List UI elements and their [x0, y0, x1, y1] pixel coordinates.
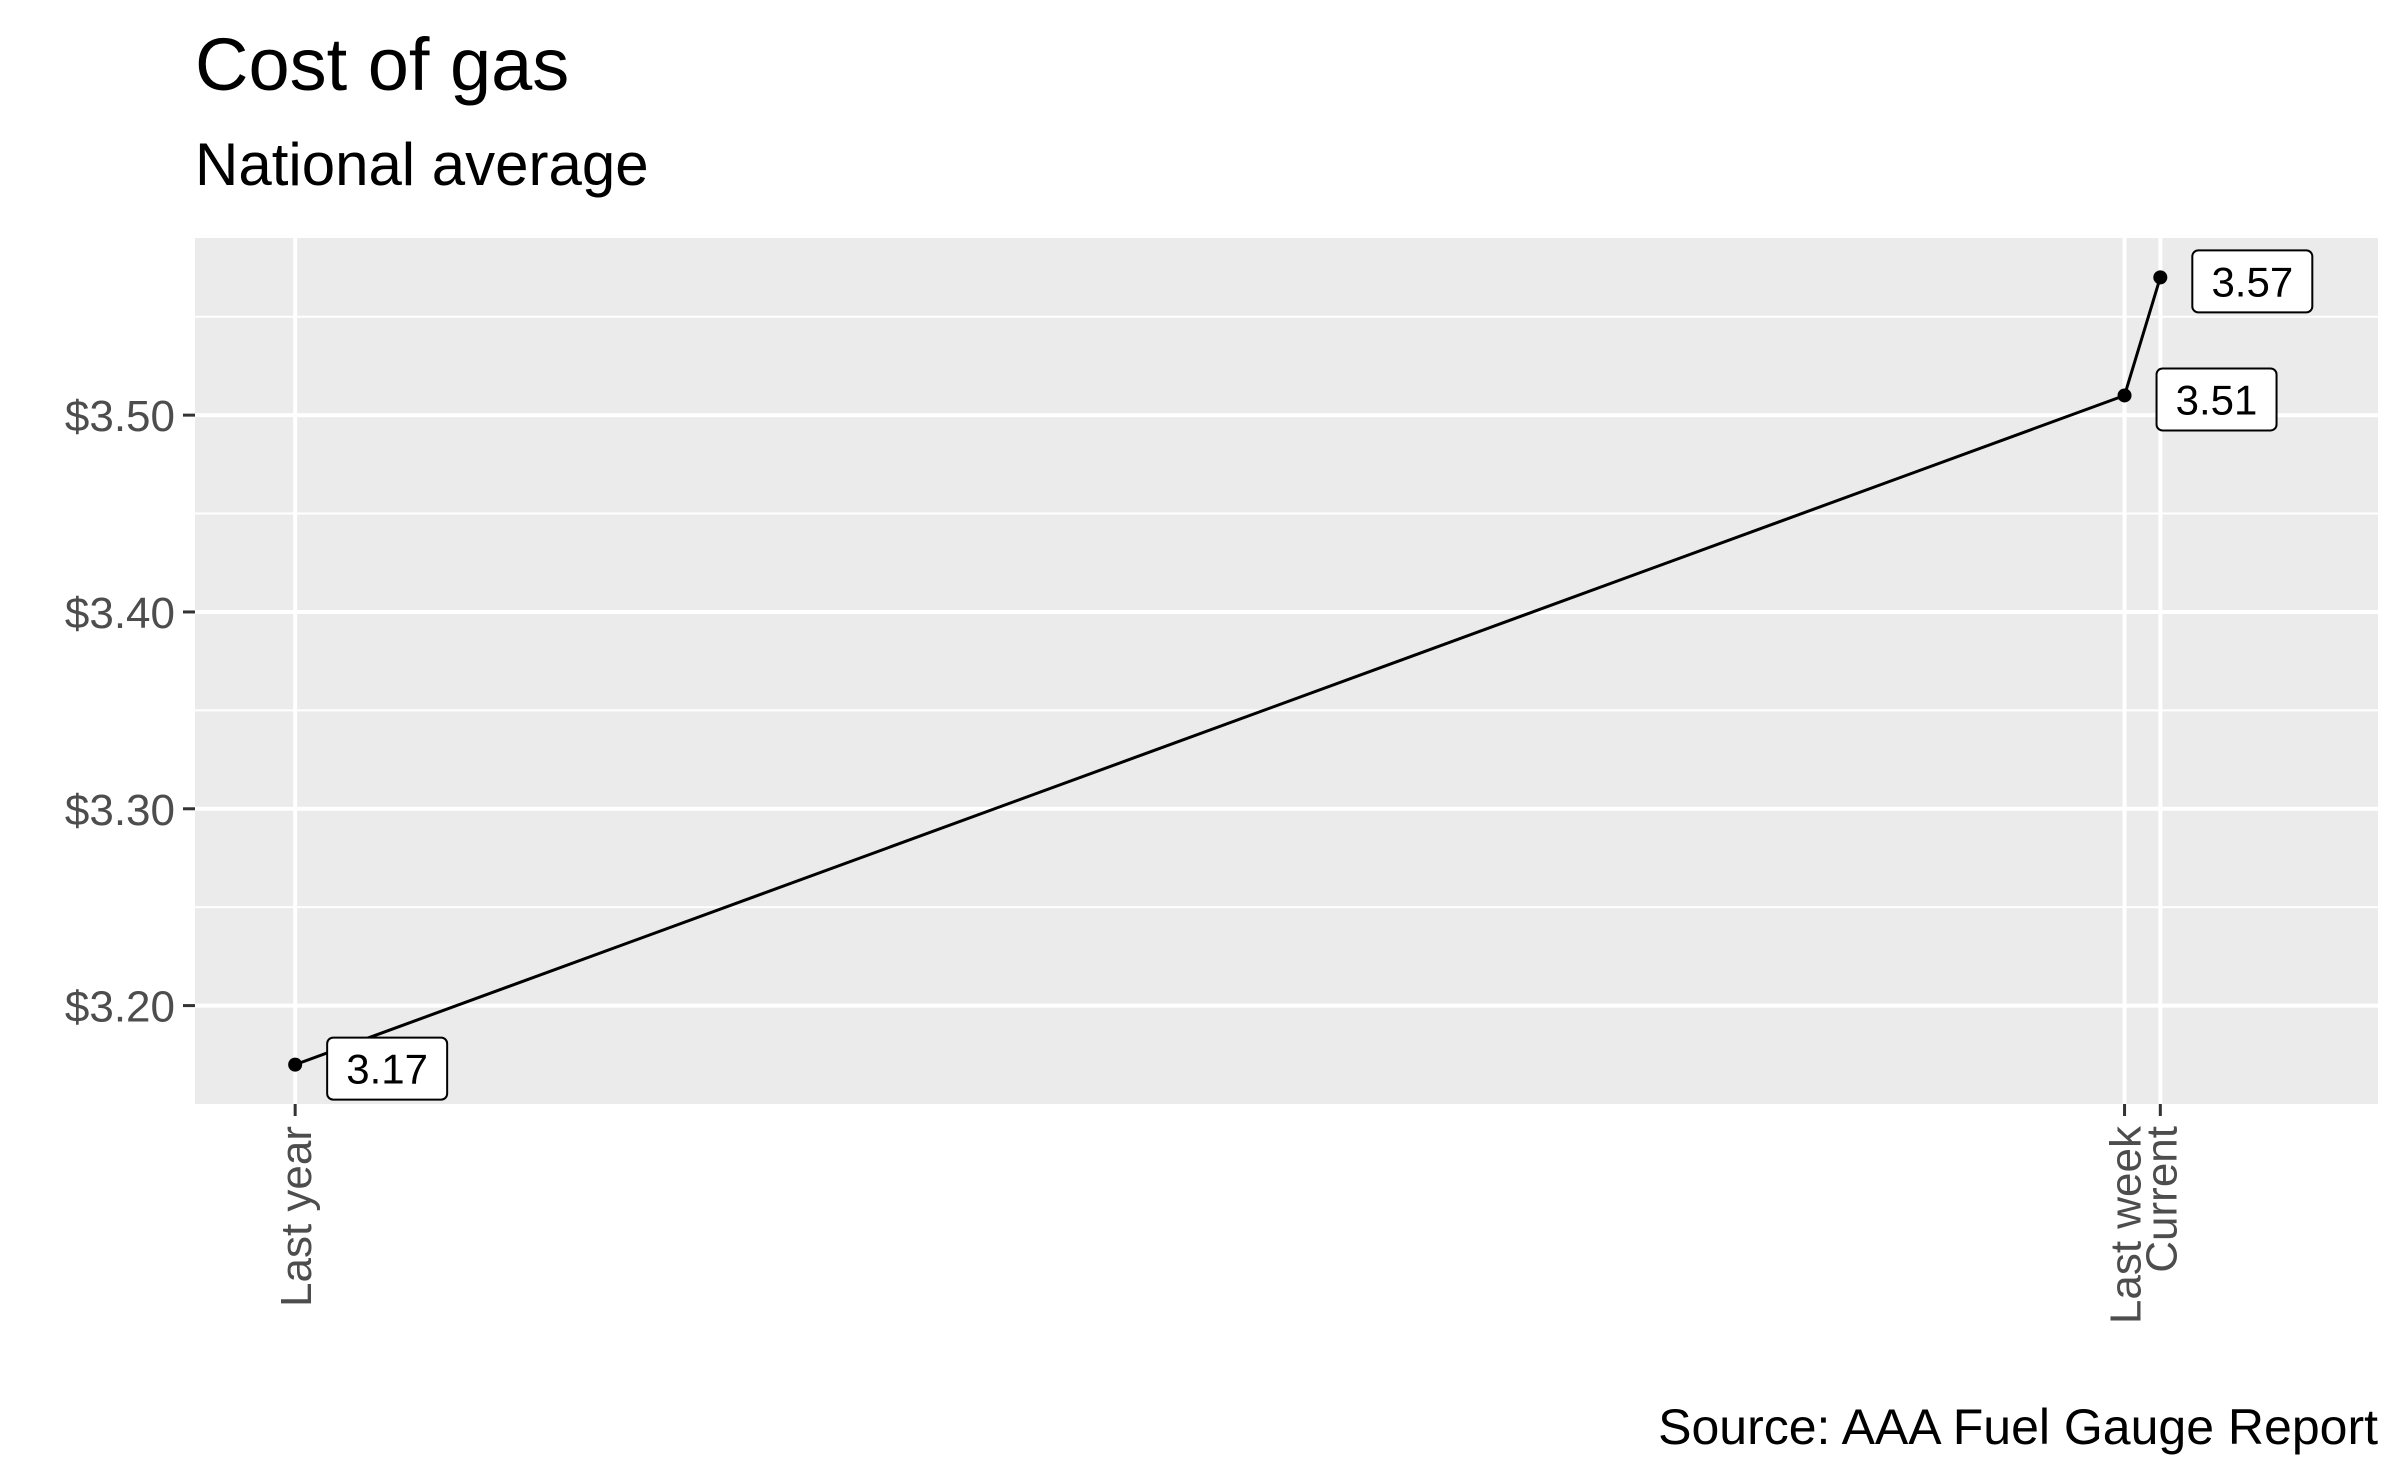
data-label: 3.57 — [2211, 258, 2293, 305]
data-point — [288, 1057, 303, 1072]
chart-caption: Source: AAA Fuel Gauge Report — [1658, 1399, 2378, 1455]
data-point — [2153, 270, 2168, 285]
y-tick-label: $3.50 — [65, 392, 175, 441]
y-tick-label: $3.40 — [65, 589, 175, 638]
chart-subtitle: National average — [195, 131, 649, 198]
x-tick-label: Last week — [2102, 1125, 2151, 1324]
y-tick-label: $3.20 — [65, 983, 175, 1032]
data-label: 3.51 — [2176, 376, 2258, 423]
x-tick-label: Last year — [272, 1126, 321, 1307]
data-label-box — [2155, 367, 2278, 432]
data-label: 3.17 — [346, 1046, 428, 1093]
y-axis: $3.20 $3.30 $3.40 $3.50 — [65, 392, 195, 1032]
data-series — [288, 270, 2168, 1072]
y-tick-label: $3.30 — [65, 786, 175, 835]
data-label-box — [326, 1036, 449, 1101]
plot-panel — [195, 238, 2378, 1104]
chart-title: Cost of gas — [195, 23, 570, 106]
x-tick-label: Current — [2137, 1126, 2186, 1273]
major-gridlines — [195, 238, 2378, 1104]
data-label-box — [2191, 249, 2314, 314]
data-point — [2117, 388, 2132, 403]
minor-gridlines — [195, 315, 2378, 909]
data-labels: 3.17 3.51 3.57 — [326, 249, 2314, 1101]
